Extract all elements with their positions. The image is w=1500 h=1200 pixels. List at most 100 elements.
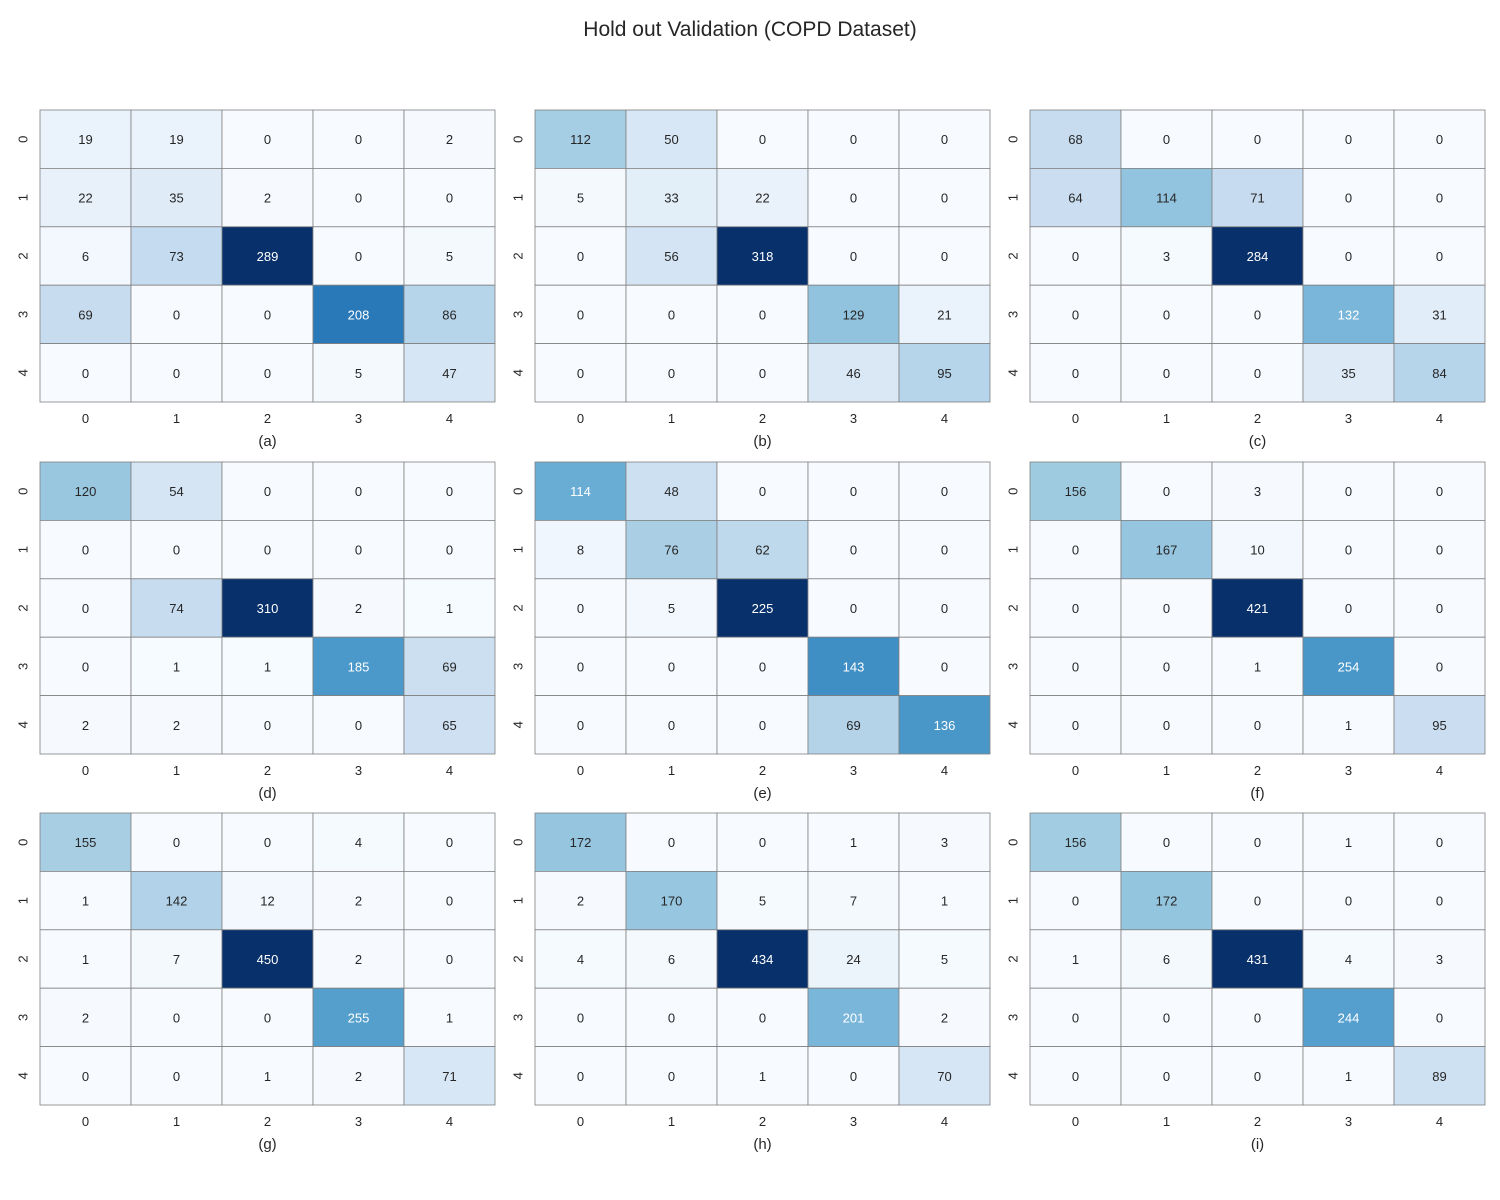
heatmap-cell — [1120, 226, 1213, 286]
cell-value-label: 1 — [82, 894, 89, 909]
cell-value-label: 201 — [843, 1010, 865, 1025]
x-tick-label: 2 — [264, 763, 271, 778]
x-tick-label: 3 — [850, 1114, 857, 1129]
heatmap-cell — [1302, 578, 1395, 638]
heatmap-cell — [625, 520, 718, 580]
cell-value-label: 0 — [264, 132, 271, 147]
heatmap-cell — [1211, 520, 1304, 580]
cell-value-label: 54 — [169, 484, 183, 499]
heatmap-cell — [807, 226, 900, 286]
x-tick-label: 3 — [850, 411, 857, 426]
heatmap-cell — [716, 226, 809, 286]
heatmap-cell — [312, 636, 405, 697]
cell-value-label: 3 — [1436, 952, 1443, 967]
heatmap-cell — [716, 1046, 809, 1106]
heatmap-cell — [1211, 226, 1304, 286]
cell-value-label: 0 — [1072, 601, 1079, 616]
cell-value-label: 70 — [937, 1069, 951, 1084]
heatmap-cell — [1302, 636, 1395, 697]
cell-value-label: 0 — [1436, 894, 1443, 909]
cell-value-label: 0 — [1345, 601, 1352, 616]
cell-value-label: 24 — [846, 952, 860, 967]
cell-value-label: 0 — [1072, 1010, 1079, 1025]
heatmap-cell — [1211, 167, 1304, 228]
heatmap-cell — [1211, 109, 1304, 169]
cell-value-label: 0 — [577, 1010, 584, 1025]
cell-value-label: 0 — [173, 366, 180, 381]
cell-value-label: 1 — [264, 659, 271, 674]
cell-value-label: 0 — [264, 484, 271, 499]
heatmap-cell — [221, 987, 314, 1048]
cell-value-label: 0 — [173, 307, 180, 322]
y-tick-label: 1 — [511, 546, 526, 553]
cell-value-label: 0 — [1072, 543, 1079, 558]
cell-value-label: 0 — [759, 1010, 766, 1025]
x-tick-label: 3 — [1345, 411, 1352, 426]
cell-value-label: 0 — [355, 543, 362, 558]
cell-value-label: 1 — [1345, 718, 1352, 733]
cell-value-label: 2 — [82, 718, 89, 733]
cell-value-label: 0 — [446, 191, 453, 206]
cell-value-label: 0 — [1254, 718, 1261, 733]
cell-value-label: 254 — [1338, 659, 1360, 674]
heatmap-cell — [1393, 578, 1486, 638]
cell-value-label: 0 — [1345, 894, 1352, 909]
y-tick-label: 0 — [1006, 488, 1021, 495]
heatmap-cell — [403, 578, 496, 638]
cell-value-label: 0 — [759, 307, 766, 322]
heatmap-cell — [1211, 929, 1304, 989]
cell-value-label: 0 — [759, 366, 766, 381]
heatmap-cell — [1393, 871, 1486, 931]
cell-value-label: 0 — [1072, 249, 1079, 264]
cell-value-label: 0 — [577, 249, 584, 264]
heatmap-cell — [221, 812, 314, 872]
cell-value-label: 3 — [1254, 484, 1261, 499]
heatmap-cell — [130, 520, 223, 580]
heatmap-cell — [1393, 695, 1486, 755]
cell-value-label: 155 — [75, 835, 97, 850]
heatmap-cell — [39, 167, 132, 228]
heatmap-cell — [403, 343, 496, 403]
heatmap-cell — [1029, 812, 1122, 872]
heatmap-cell — [1393, 987, 1486, 1048]
cell-value-label: 156 — [1065, 835, 1087, 850]
x-tick-label: 2 — [1254, 763, 1261, 778]
cell-value-label: 0 — [1436, 659, 1443, 674]
x-tick-label: 4 — [941, 411, 948, 426]
x-tick-label: 4 — [1436, 1114, 1443, 1129]
cell-value-label: 46 — [846, 366, 860, 381]
heatmap-cell — [39, 1046, 132, 1106]
y-tick-label: 0 — [16, 839, 31, 846]
heatmap-cell — [898, 929, 991, 989]
confusion-matrix-c: 68 0 0 0 064 114 71 0 00 3 284 0 00 0 0 132 310 0 0 35 840 1 2… — [1006, 109, 1486, 450]
cell-value-label: 0 — [1436, 1010, 1443, 1025]
cell-value-label: 0 — [1436, 484, 1443, 499]
cell-value-label: 0 — [264, 718, 271, 733]
x-tick-label: 3 — [1345, 763, 1352, 778]
y-tick-label: 0 — [16, 136, 31, 143]
x-tick-label: 4 — [1436, 411, 1443, 426]
heatmap-cell — [716, 578, 809, 638]
cell-value-label: 0 — [82, 543, 89, 558]
cell-value-label: 0 — [1254, 894, 1261, 909]
cell-value-label: 0 — [446, 894, 453, 909]
cell-value-label: 172 — [1156, 894, 1178, 909]
heatmap-cell — [1211, 812, 1304, 872]
y-tick-label: 1 — [511, 897, 526, 904]
cell-value-label: 0 — [82, 1069, 89, 1084]
cell-value-label: 22 — [755, 191, 769, 206]
cell-value-label: 1 — [446, 601, 453, 616]
heatmap-cell — [312, 284, 405, 345]
cell-value-label: 89 — [1432, 1069, 1446, 1084]
x-tick-label: 0 — [82, 411, 89, 426]
cell-value-label: 0 — [1163, 835, 1170, 850]
cell-value-label: 1 — [1072, 952, 1079, 967]
cell-value-label: 0 — [1072, 307, 1079, 322]
x-tick-label: 4 — [446, 411, 453, 426]
cell-value-label: 0 — [850, 1069, 857, 1084]
cell-value-label: 0 — [173, 1069, 180, 1084]
cell-value-label: 0 — [355, 484, 362, 499]
cell-value-label: 143 — [843, 659, 865, 674]
cell-value-label: 421 — [1247, 601, 1269, 616]
y-tick-label: 0 — [511, 136, 526, 143]
